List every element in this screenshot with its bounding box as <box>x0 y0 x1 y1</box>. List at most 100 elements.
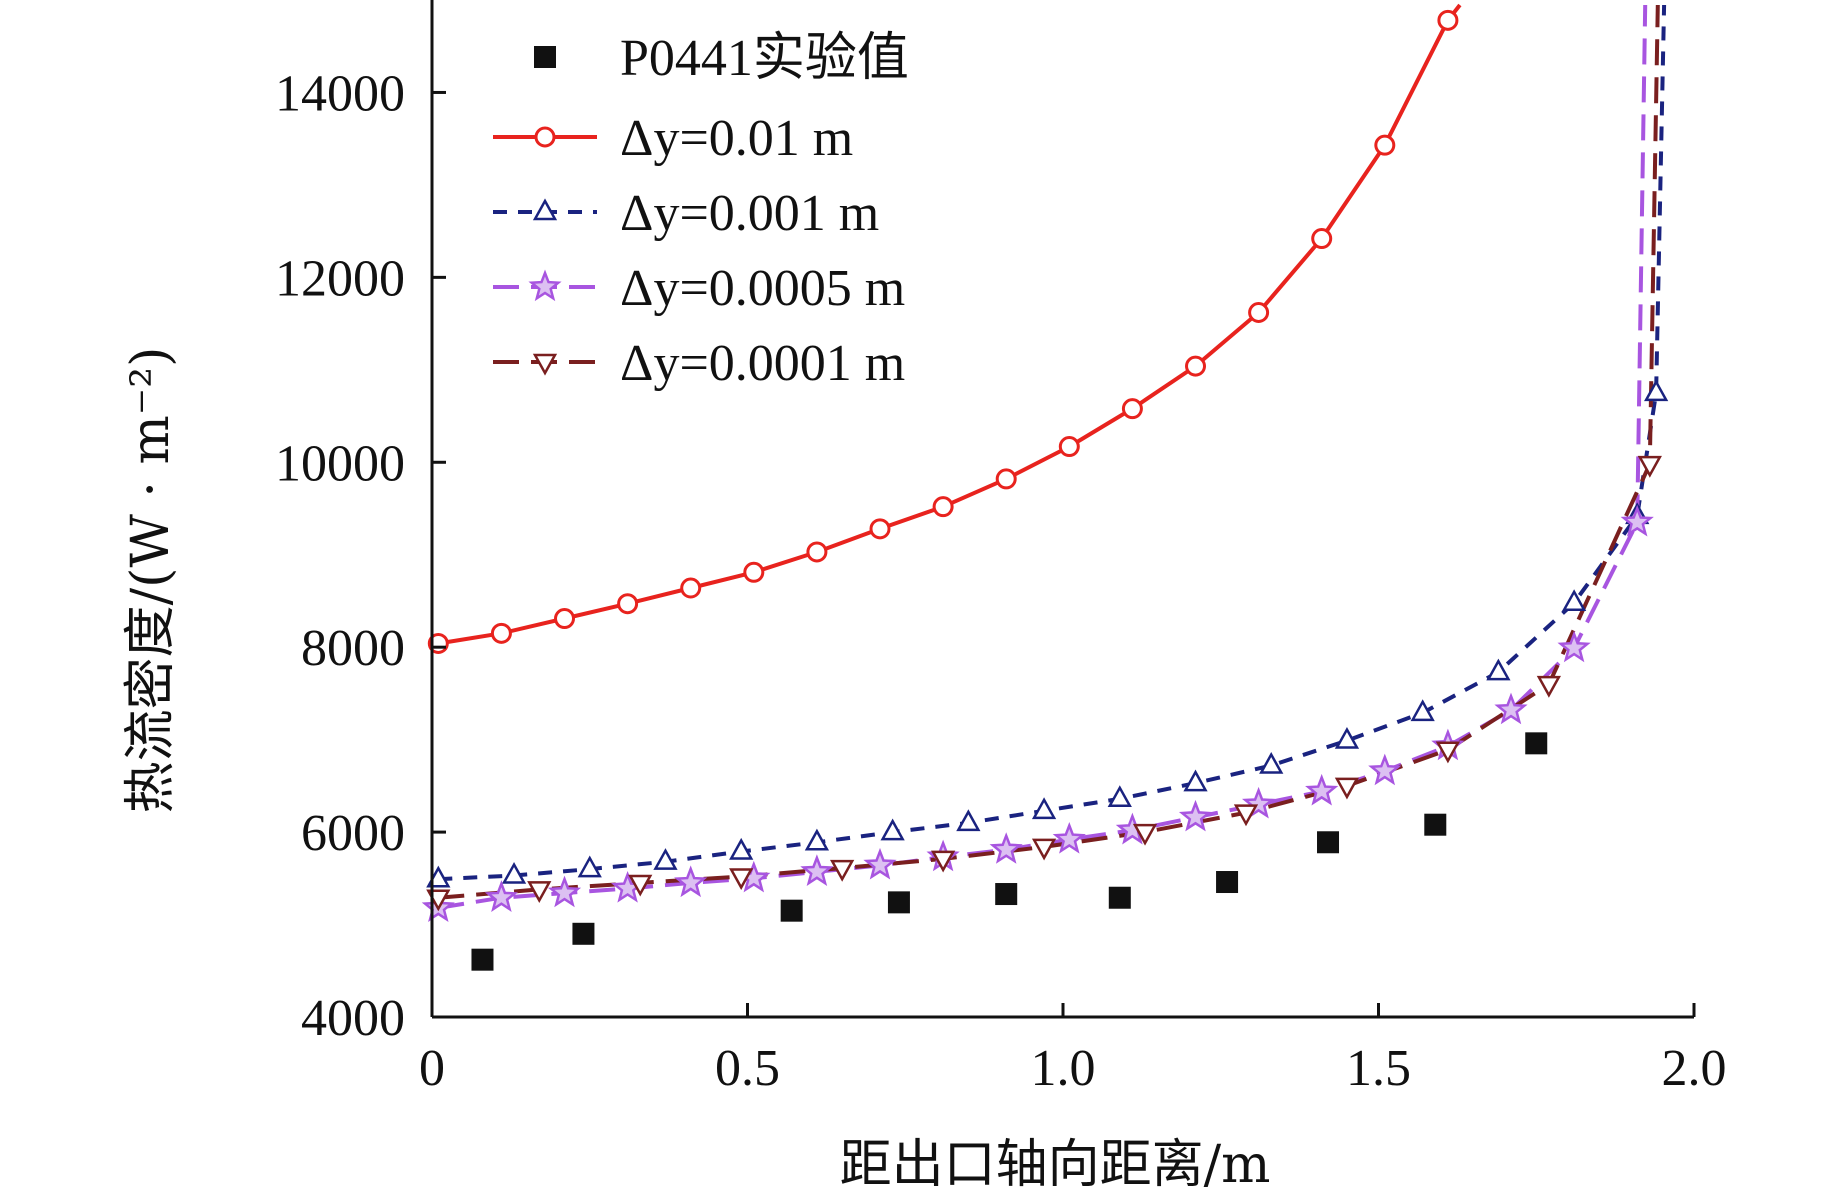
data-point-0 <box>887 891 910 914</box>
data-point-1 <box>617 593 639 615</box>
y-axis-title: 热流密度/(W · m⁻²) <box>121 347 181 814</box>
plot-markers <box>421 9 1669 971</box>
data-point-1 <box>1121 398 1143 420</box>
data-point-2 <box>1644 379 1669 402</box>
y-tick-label: 10000 <box>275 435 405 492</box>
data-point-2 <box>1031 797 1057 820</box>
data-point-3 <box>1368 753 1402 786</box>
data-point-4 <box>527 881 552 903</box>
data-point-0 <box>471 948 494 971</box>
legend-marker-4 <box>532 353 558 376</box>
data-point-1 <box>1248 301 1270 323</box>
data-point-3 <box>1241 786 1276 819</box>
data-point-3 <box>547 875 582 908</box>
x-tick-label: 2.0 <box>1662 1040 1727 1097</box>
y-tick-label: 6000 <box>301 805 405 862</box>
data-point-3 <box>1557 630 1591 663</box>
data-point-2 <box>804 828 830 851</box>
data-point-4 <box>1334 777 1360 800</box>
data-point-1 <box>1311 228 1333 250</box>
y-tick-label: 8000 <box>301 620 405 677</box>
data-point-2 <box>1410 699 1435 722</box>
data-point-0 <box>1108 886 1131 909</box>
data-point-1 <box>680 577 702 599</box>
data-point-4 <box>1132 823 1158 846</box>
data-point-4 <box>1031 838 1057 861</box>
data-point-4 <box>930 850 956 873</box>
legend: P0441实验值 Δy=0.01 m Δy=0.001 m Δy=0.0005 m Δy… <box>493 30 909 392</box>
x-tick-label: 1.0 <box>1031 1040 1096 1097</box>
series-line-4 <box>438 4 1660 900</box>
x-axis-title: 距出口轴向距离/m <box>840 1135 1271 1193</box>
data-point-0 <box>1525 732 1548 755</box>
x-tick-label: 0.5 <box>715 1040 780 1097</box>
data-point-3 <box>800 854 834 887</box>
data-point-0 <box>1216 871 1239 894</box>
data-point-2 <box>577 855 602 878</box>
ticks: 0 0.5 1.0 1.5 2.0 4000 6000 8000 10000 12000 14000 <box>275 65 1727 1097</box>
data-point-1 <box>743 561 765 583</box>
legend-label-1: Δy=0.01 m <box>620 110 853 167</box>
y-tick-label: 14000 <box>275 65 405 122</box>
legend-marker-2 <box>532 198 558 221</box>
data-point-3 <box>1305 773 1339 806</box>
legend-marker-0 <box>534 46 556 68</box>
data-point-2 <box>956 809 981 832</box>
legend-item-3: Δy=0.0005 m <box>493 260 905 317</box>
data-point-2 <box>501 861 527 884</box>
data-point-1 <box>1374 134 1396 156</box>
data-point-0 <box>995 883 1018 906</box>
data-point-3 <box>484 880 519 912</box>
data-point-0 <box>1317 831 1340 854</box>
y-tick-label: 12000 <box>275 250 405 307</box>
legend-label-4: Δy=0.0001 m <box>620 335 905 392</box>
data-point-0 <box>572 922 595 945</box>
x-tick-label: 0 <box>419 1040 445 1097</box>
data-point-4 <box>1435 741 1461 764</box>
data-point-4 <box>1637 455 1662 478</box>
data-point-1 <box>869 518 891 540</box>
data-point-1 <box>1058 436 1080 458</box>
legend-label-2: Δy=0.001 m <box>620 185 879 242</box>
data-point-2 <box>1259 751 1284 774</box>
x-tick-label: 1.5 <box>1346 1040 1411 1097</box>
data-point-3 <box>1052 822 1086 854</box>
data-point-4 <box>1536 675 1561 698</box>
data-point-3 <box>674 865 708 898</box>
data-point-2 <box>880 818 905 841</box>
data-point-3 <box>1494 692 1528 725</box>
legend-label-0: P0441实验值 <box>620 30 909 87</box>
legend-item-0: P0441实验值 <box>534 30 909 87</box>
y-tick-label: 4000 <box>301 990 405 1047</box>
data-point-2 <box>1107 785 1132 808</box>
data-point-2 <box>1486 658 1511 681</box>
legend-marker-1 <box>534 126 556 148</box>
data-point-1 <box>490 622 512 644</box>
data-point-2 <box>1183 769 1208 792</box>
data-point-4 <box>830 859 855 882</box>
legend-label-3: Δy=0.0005 m <box>620 260 905 317</box>
data-point-1 <box>554 608 576 630</box>
data-point-0 <box>780 899 803 922</box>
data-point-4 <box>1233 804 1259 827</box>
data-point-1 <box>806 541 828 563</box>
legend-item-4: Δy=0.0001 m <box>493 335 905 392</box>
data-point-2 <box>1334 726 1360 749</box>
data-point-3 <box>1178 799 1213 832</box>
data-point-2 <box>729 837 754 860</box>
data-point-3 <box>863 847 897 880</box>
legend-marker-3 <box>528 269 562 302</box>
legend-item-2: Δy=0.001 m <box>493 185 879 242</box>
data-point-4 <box>628 874 653 897</box>
data-point-3 <box>989 832 1023 864</box>
data-point-1 <box>995 468 1017 490</box>
legend-item-1: Δy=0.01 m <box>493 110 853 167</box>
data-point-4 <box>729 868 754 891</box>
data-point-3 <box>1620 504 1654 537</box>
data-point-2 <box>1561 589 1587 612</box>
data-point-2 <box>653 848 678 870</box>
data-point-0 <box>1424 813 1447 836</box>
data-point-1 <box>1437 9 1459 31</box>
data-point-1 <box>932 496 954 518</box>
